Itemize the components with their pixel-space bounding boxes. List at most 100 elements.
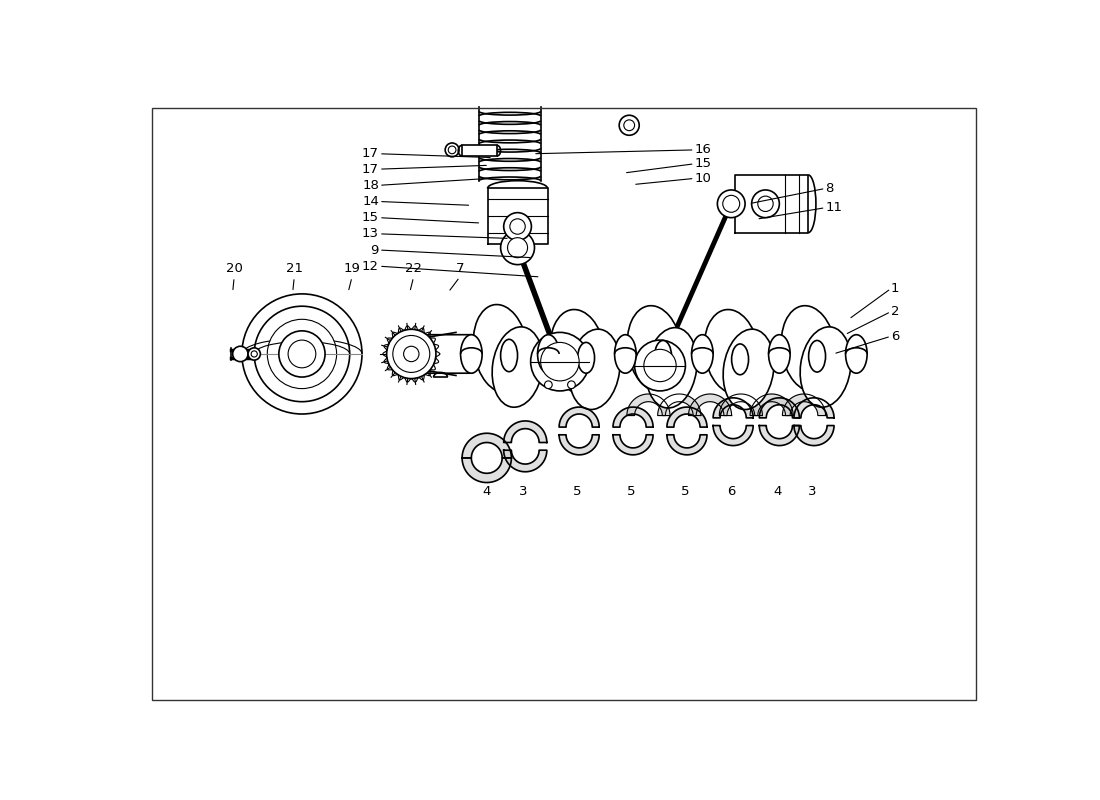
Circle shape [249, 348, 261, 360]
Ellipse shape [578, 342, 594, 373]
Circle shape [446, 143, 459, 157]
Ellipse shape [781, 306, 836, 391]
Circle shape [509, 219, 526, 234]
Polygon shape [613, 435, 653, 455]
Polygon shape [559, 407, 600, 427]
Text: 3: 3 [808, 485, 816, 498]
Bar [462, 146, 497, 156]
Circle shape [758, 196, 773, 211]
Text: 4: 4 [773, 485, 782, 498]
Circle shape [530, 332, 590, 391]
FancyBboxPatch shape [427, 334, 474, 373]
Ellipse shape [646, 328, 697, 408]
Ellipse shape [732, 344, 749, 374]
Text: 16: 16 [695, 143, 712, 157]
Text: 5: 5 [573, 485, 582, 498]
Circle shape [635, 340, 685, 391]
Text: 6: 6 [891, 330, 900, 342]
Circle shape [500, 230, 535, 265]
Ellipse shape [569, 329, 620, 410]
Text: 9: 9 [371, 243, 378, 257]
Text: 12: 12 [362, 260, 378, 273]
Ellipse shape [846, 334, 867, 373]
Polygon shape [759, 398, 800, 418]
Ellipse shape [654, 341, 671, 372]
Ellipse shape [769, 334, 790, 373]
Circle shape [507, 238, 528, 258]
Polygon shape [750, 394, 793, 415]
Ellipse shape [808, 341, 826, 372]
Polygon shape [667, 407, 707, 427]
Polygon shape [759, 426, 800, 446]
Ellipse shape [615, 334, 636, 373]
Polygon shape [689, 394, 732, 415]
Circle shape [233, 346, 249, 362]
Circle shape [541, 342, 580, 381]
Text: 10: 10 [695, 172, 712, 185]
Ellipse shape [627, 306, 682, 391]
Text: 1: 1 [891, 282, 900, 295]
Circle shape [449, 146, 456, 154]
Ellipse shape [723, 329, 774, 410]
Text: 15: 15 [695, 158, 712, 170]
Ellipse shape [473, 305, 528, 393]
Text: 3: 3 [519, 485, 528, 498]
Circle shape [251, 351, 257, 357]
Polygon shape [613, 407, 653, 427]
Text: 4: 4 [483, 485, 491, 498]
Text: 5: 5 [627, 485, 636, 498]
Polygon shape [719, 394, 762, 415]
Circle shape [288, 340, 316, 368]
Ellipse shape [538, 334, 559, 373]
Ellipse shape [800, 327, 851, 407]
Ellipse shape [692, 334, 713, 373]
Text: 17: 17 [362, 147, 378, 160]
Text: 2: 2 [891, 305, 900, 318]
Circle shape [723, 195, 739, 212]
Polygon shape [559, 435, 600, 455]
Circle shape [624, 120, 635, 130]
Polygon shape [794, 398, 834, 418]
Polygon shape [713, 398, 754, 418]
Text: 8: 8 [825, 182, 834, 195]
Circle shape [751, 190, 779, 218]
Text: 13: 13 [362, 227, 378, 240]
Ellipse shape [461, 334, 482, 373]
Polygon shape [658, 394, 701, 415]
Text: 22: 22 [405, 262, 422, 274]
Circle shape [393, 335, 430, 373]
Text: 11: 11 [825, 201, 843, 214]
Text: 20: 20 [226, 262, 243, 274]
Ellipse shape [704, 310, 759, 394]
Polygon shape [794, 426, 834, 446]
Circle shape [644, 350, 676, 382]
Text: 7: 7 [455, 262, 464, 274]
Polygon shape [713, 426, 754, 446]
Polygon shape [782, 394, 825, 415]
Text: 19: 19 [343, 262, 361, 274]
Circle shape [387, 330, 436, 378]
Circle shape [504, 213, 531, 240]
Circle shape [544, 381, 552, 389]
Polygon shape [504, 450, 547, 472]
Circle shape [404, 346, 419, 362]
Circle shape [619, 115, 639, 135]
Polygon shape [667, 435, 707, 455]
Circle shape [242, 294, 362, 414]
Text: 5: 5 [681, 485, 690, 498]
Circle shape [279, 331, 326, 377]
Polygon shape [504, 421, 547, 442]
Text: 14: 14 [362, 195, 378, 208]
Circle shape [254, 306, 350, 402]
Circle shape [568, 381, 575, 389]
Ellipse shape [492, 327, 543, 407]
Text: 15: 15 [362, 211, 378, 224]
Text: 17: 17 [362, 162, 378, 176]
Polygon shape [627, 394, 670, 415]
Circle shape [267, 319, 337, 389]
Polygon shape [462, 434, 512, 458]
Ellipse shape [500, 339, 517, 372]
Circle shape [717, 190, 745, 218]
Ellipse shape [550, 310, 605, 394]
Text: 6: 6 [727, 485, 736, 498]
